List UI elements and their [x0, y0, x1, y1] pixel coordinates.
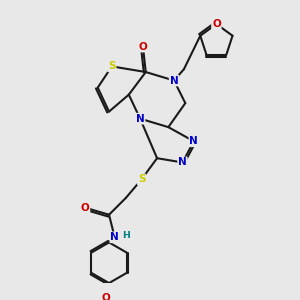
- Text: N: N: [110, 232, 119, 242]
- Text: H: H: [122, 231, 130, 240]
- Text: O: O: [212, 19, 221, 29]
- Text: O: O: [139, 42, 147, 52]
- Text: S: S: [108, 61, 116, 71]
- Text: S: S: [138, 174, 145, 184]
- Text: N: N: [189, 136, 198, 146]
- Text: O: O: [102, 293, 111, 300]
- Text: N: N: [136, 114, 145, 124]
- Text: O: O: [81, 203, 89, 213]
- Text: N: N: [178, 158, 187, 167]
- Text: N: N: [169, 76, 178, 85]
